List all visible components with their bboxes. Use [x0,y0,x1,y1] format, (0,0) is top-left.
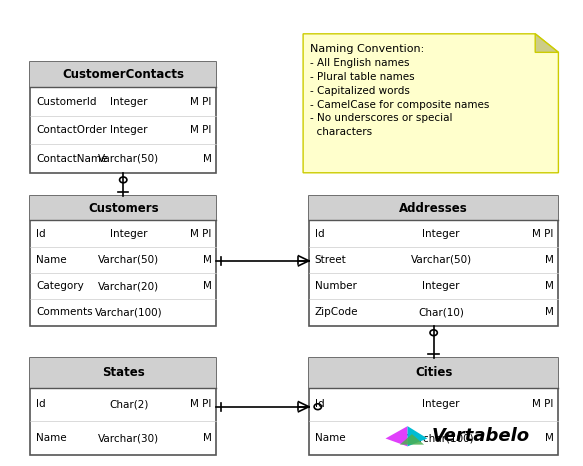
Text: Id: Id [315,399,324,410]
Text: Varchar(30): Varchar(30) [99,433,159,443]
Text: M PI: M PI [532,399,554,410]
Text: Id: Id [36,399,46,410]
Text: Addresses: Addresses [399,202,468,215]
Text: Number: Number [315,281,357,291]
Text: Integer: Integer [110,125,147,135]
Text: States: States [102,366,145,379]
Polygon shape [535,34,559,52]
Polygon shape [400,434,424,445]
Text: ContactName: ContactName [36,154,108,164]
Text: Char(10): Char(10) [418,308,464,317]
Text: Street: Street [315,255,346,265]
Text: Name: Name [36,433,67,443]
Text: M: M [545,308,554,317]
Text: ZipCode: ZipCode [315,308,358,317]
Text: M: M [202,281,212,291]
Bar [30,196,216,220]
Text: Naming Convention:: Naming Convention: [310,44,424,54]
Text: M: M [545,255,554,265]
Bar [309,358,559,455]
Text: M: M [545,281,554,291]
Text: M PI: M PI [190,96,212,107]
Text: Cities: Cities [415,366,452,379]
Text: Varchar(20): Varchar(20) [99,281,159,291]
Text: CustomerContacts: CustomerContacts [62,68,184,81]
Text: Customers: Customers [88,202,159,215]
Text: - Plural table names: - Plural table names [310,72,415,82]
Text: M: M [202,255,212,265]
Text: Integer: Integer [423,399,460,410]
Text: - All English names: - All English names [310,58,410,68]
Text: Id: Id [36,228,46,239]
Bar [309,358,559,388]
Text: ContactOrder: ContactOrder [36,125,107,135]
Bar [30,62,216,173]
Text: Varchar(100): Varchar(100) [408,433,475,443]
Text: Varchar(100): Varchar(100) [95,308,163,317]
Text: M PI: M PI [532,228,554,239]
Text: CustomerId: CustomerId [36,96,97,107]
Polygon shape [303,34,559,173]
Bar [309,196,559,326]
Polygon shape [385,426,408,446]
Text: Comments: Comments [36,308,93,317]
Bar [30,358,216,388]
Text: Integer: Integer [423,281,460,291]
Text: Name: Name [315,433,345,443]
Text: characters: characters [310,127,372,137]
Text: M PI: M PI [190,125,212,135]
Text: - No underscores or special: - No underscores or special [310,114,452,123]
Text: M: M [545,433,554,443]
Bar [30,358,216,455]
Text: Vertabelo: Vertabelo [432,427,530,445]
Bar [30,196,216,326]
Text: Integer: Integer [423,228,460,239]
Text: Char(2): Char(2) [109,399,149,410]
Text: M: M [202,154,212,164]
Text: Integer: Integer [110,228,147,239]
Text: Varchar(50): Varchar(50) [99,255,159,265]
Text: Category: Category [36,281,84,291]
Bar [309,196,559,220]
Text: Varchar(50): Varchar(50) [99,154,159,164]
Bar [30,62,216,88]
Text: M PI: M PI [190,228,212,239]
Text: M PI: M PI [190,399,212,410]
Text: Name: Name [36,255,67,265]
Text: Integer: Integer [110,96,147,107]
Polygon shape [408,426,427,446]
Text: Id: Id [315,228,324,239]
Text: - Capitalized words: - Capitalized words [310,86,410,96]
Text: - CamelCase for composite names: - CamelCase for composite names [310,100,490,110]
Text: M: M [202,433,212,443]
Text: Varchar(50): Varchar(50) [410,255,472,265]
